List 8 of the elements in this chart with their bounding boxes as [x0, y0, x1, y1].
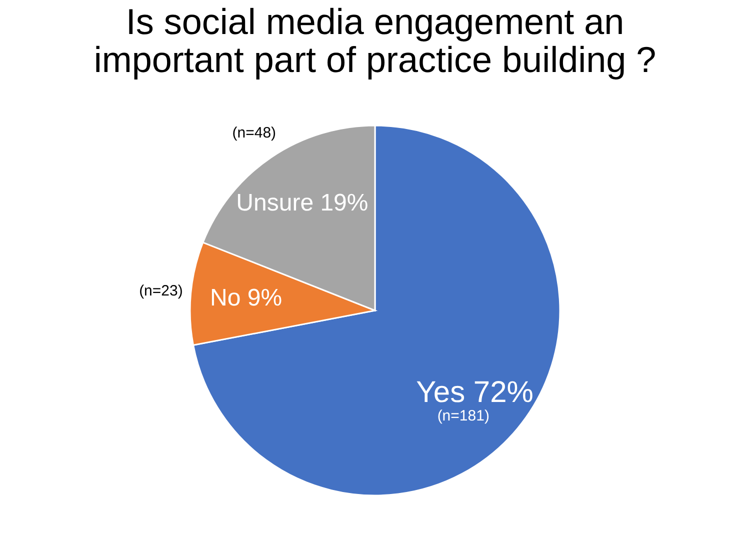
text: (n=48) [232, 124, 276, 142]
slice-label: Unsure 19% [236, 189, 368, 216]
text: (n=23) [139, 282, 183, 300]
chart-title: Is social media engagement an important part of practice building ? [94, 1, 656, 80]
pie-slice [192, 124, 561, 496]
slice-label: Yes 72% [416, 376, 534, 410]
slice-label: No 9% [210, 284, 282, 312]
text: (n=181) [437, 408, 490, 425]
